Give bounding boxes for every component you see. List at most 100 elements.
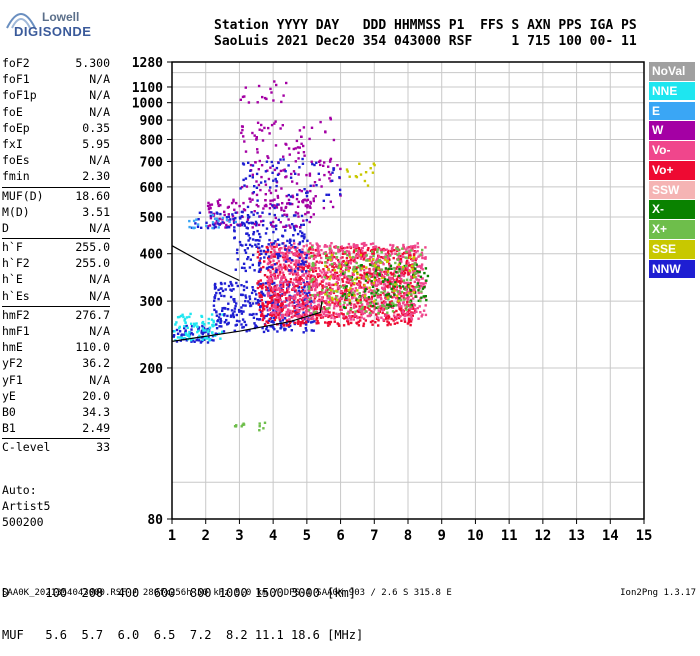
echo-point (342, 284, 345, 287)
echo-point (320, 256, 323, 260)
echo-point (392, 314, 396, 317)
echo-point (318, 178, 321, 181)
echo-point (368, 313, 371, 316)
echo-point (188, 335, 191, 338)
echo-point (388, 301, 392, 304)
echo-point (254, 220, 258, 224)
echo-point (353, 282, 356, 285)
echo-point (283, 213, 286, 216)
echo-point (273, 292, 277, 295)
echo-point (369, 297, 372, 301)
echo-point (408, 285, 411, 288)
echo-point (267, 289, 270, 292)
echo-point (245, 185, 249, 188)
param-value: 2.30 (82, 169, 110, 184)
param-name: h`F (2, 240, 23, 255)
echo-point (330, 249, 333, 252)
echo-point (327, 295, 331, 298)
echo-point (268, 265, 271, 269)
echo-point (334, 276, 338, 280)
echo-point (308, 285, 311, 288)
echo-point (392, 256, 395, 260)
echo-point (279, 299, 282, 302)
echo-point (394, 297, 398, 300)
echo-point (375, 302, 378, 305)
echo-point (328, 304, 331, 307)
echo-point (259, 257, 262, 260)
echo-point (293, 263, 296, 266)
echo-point (223, 282, 227, 285)
echo-point (386, 320, 389, 323)
echo-point (312, 197, 315, 200)
echo-point (203, 338, 206, 341)
echo-point (337, 259, 340, 262)
echo-point (242, 422, 245, 425)
echo-point (243, 222, 246, 225)
echo-point (387, 303, 391, 306)
echo-point (408, 300, 412, 304)
echo-point (190, 338, 193, 342)
echo-point (325, 291, 329, 294)
echo-point (339, 308, 342, 311)
echo-point (341, 280, 345, 283)
echo-point (299, 230, 302, 233)
echo-point (207, 201, 210, 205)
echo-point (344, 298, 347, 301)
echo-point (342, 272, 345, 275)
echo-point (240, 312, 244, 315)
echo-point (275, 308, 278, 311)
echo-point (360, 247, 363, 250)
echo-point (272, 255, 275, 258)
echo-point (183, 336, 186, 340)
echo-point (294, 160, 297, 163)
echo-point (320, 276, 324, 279)
echo-point (232, 198, 235, 201)
echo-point (321, 296, 324, 299)
echo-point (417, 299, 420, 302)
ionogram-chart: 1 2 3 4 5 6 7 8 9 10 11 12 13 14 158020030040050060070… (132, 56, 653, 544)
echo-point (313, 262, 317, 265)
echo-point (202, 329, 205, 332)
echo-point (227, 226, 231, 229)
echo-point (268, 238, 271, 242)
echo-point (282, 155, 285, 158)
echo-point (348, 175, 351, 178)
echo-point (240, 266, 244, 269)
echo-point (287, 325, 291, 328)
echo-point (357, 324, 361, 327)
echo-point (308, 298, 311, 301)
echo-point (355, 175, 359, 179)
echo-point (278, 248, 281, 252)
echo-point (175, 321, 178, 324)
echo-point (185, 324, 188, 328)
y-tick-label: 200 (140, 362, 164, 377)
echo-point (311, 268, 314, 271)
echo-point (330, 253, 334, 257)
echo-point (396, 258, 400, 261)
echo-point (242, 163, 246, 166)
echo-point (410, 249, 413, 252)
echo-point (388, 285, 391, 288)
echo-point (281, 304, 284, 307)
echo-point (241, 95, 245, 99)
echo-point (280, 276, 283, 279)
echo-point (362, 268, 366, 272)
echo-point (343, 271, 347, 274)
echo-point (307, 308, 311, 312)
echo-point (212, 324, 216, 327)
echo-point (207, 329, 210, 332)
echo-point (172, 334, 176, 337)
echo-point (350, 321, 353, 325)
echo-point (283, 276, 287, 279)
echo-point (346, 280, 349, 283)
echo-point (297, 289, 300, 292)
param-value: 33 (96, 440, 110, 455)
echo-point (405, 248, 408, 251)
echo-point (246, 232, 249, 235)
echo-point (389, 243, 392, 247)
echo-point (391, 280, 394, 284)
echo-point (409, 318, 412, 322)
echo-point (390, 273, 393, 276)
echo-point (398, 290, 401, 293)
echo-point (377, 305, 380, 309)
